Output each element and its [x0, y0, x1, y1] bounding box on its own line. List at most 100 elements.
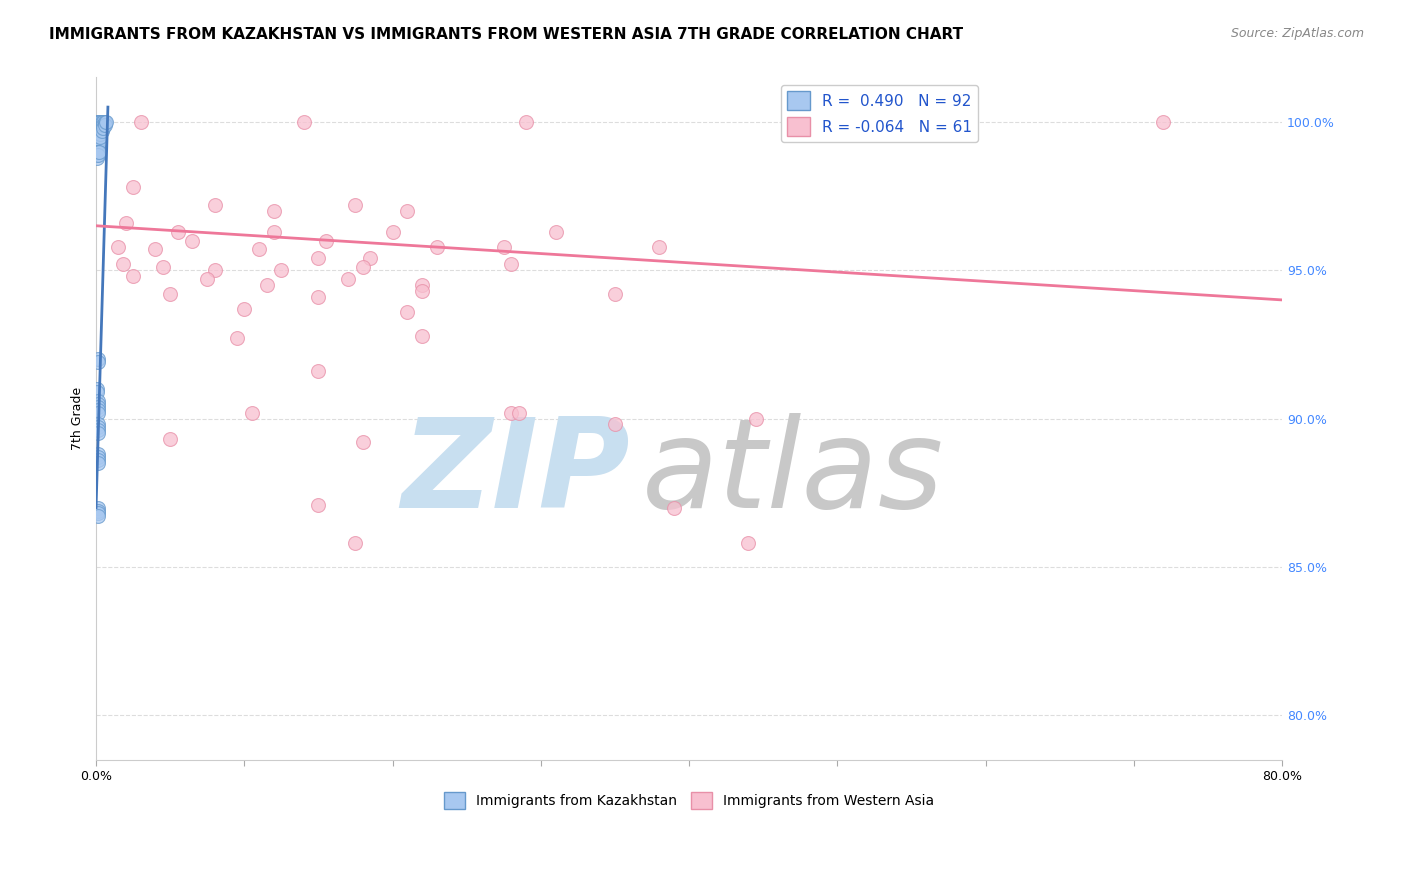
Point	[204, 263, 226, 277]
Point	[86, 402, 108, 417]
Point	[89, 127, 111, 141]
Point	[87, 124, 110, 138]
Point	[87, 118, 110, 132]
Point	[603, 287, 626, 301]
Point	[89, 118, 111, 132]
Point	[93, 115, 115, 129]
Point	[86, 115, 108, 129]
Point	[86, 116, 108, 130]
Point	[86, 136, 108, 150]
Point	[86, 129, 108, 144]
Point	[86, 128, 108, 143]
Point	[270, 263, 292, 277]
Point	[315, 234, 337, 248]
Text: Source: ZipAtlas.com: Source: ZipAtlas.com	[1230, 27, 1364, 40]
Point	[86, 420, 108, 434]
Point	[256, 278, 278, 293]
Text: atlas: atlas	[641, 413, 943, 533]
Point	[233, 301, 256, 316]
Point	[86, 509, 108, 524]
Point	[86, 450, 108, 464]
Point	[87, 145, 110, 159]
Point	[86, 424, 108, 438]
Point	[122, 269, 145, 284]
Point	[86, 456, 108, 470]
Y-axis label: 7th Grade: 7th Grade	[72, 387, 84, 450]
Point	[86, 406, 108, 420]
Point	[337, 272, 360, 286]
Point	[86, 140, 108, 154]
Point	[225, 331, 247, 345]
Point	[86, 453, 108, 467]
Point	[159, 433, 181, 447]
Point	[501, 406, 523, 420]
Point	[86, 125, 108, 139]
Point	[945, 115, 967, 129]
Point	[86, 142, 108, 156]
Point	[86, 133, 108, 147]
Point	[307, 364, 329, 378]
Point	[86, 122, 108, 136]
Point	[86, 382, 108, 396]
Point	[307, 498, 329, 512]
Point	[91, 120, 114, 135]
Point	[86, 142, 108, 156]
Point	[86, 127, 108, 141]
Point	[1152, 115, 1174, 129]
Point	[86, 393, 108, 408]
Text: ZIP: ZIP	[401, 413, 630, 533]
Point	[152, 260, 174, 275]
Point	[87, 127, 110, 141]
Point	[86, 116, 108, 130]
Point	[86, 447, 108, 461]
Point	[96, 115, 118, 129]
Point	[411, 328, 433, 343]
Point	[195, 272, 218, 286]
Point	[426, 239, 449, 253]
Point	[737, 536, 759, 550]
Point	[86, 134, 108, 148]
Point	[515, 115, 537, 129]
Point	[745, 411, 768, 425]
Point	[247, 243, 270, 257]
Point	[87, 120, 110, 135]
Point	[292, 115, 315, 129]
Text: IMMIGRANTS FROM KAZAKHSTAN VS IMMIGRANTS FROM WESTERN ASIA 7TH GRADE CORRELATION: IMMIGRANTS FROM KAZAKHSTAN VS IMMIGRANTS…	[49, 27, 963, 42]
Point	[86, 134, 108, 148]
Point	[86, 115, 108, 129]
Point	[381, 225, 404, 239]
Point	[87, 129, 110, 144]
Point	[89, 115, 111, 129]
Point	[143, 243, 166, 257]
Point	[544, 225, 567, 239]
Point	[166, 225, 188, 239]
Point	[86, 138, 108, 153]
Point	[86, 124, 108, 138]
Point	[86, 143, 108, 157]
Point	[86, 124, 108, 138]
Point	[122, 180, 145, 194]
Point	[86, 137, 108, 152]
Point	[86, 120, 108, 134]
Point	[86, 145, 108, 159]
Point	[86, 136, 108, 150]
Point	[111, 257, 134, 271]
Point	[86, 120, 108, 134]
Point	[86, 120, 108, 135]
Point	[204, 198, 226, 212]
Point	[86, 131, 108, 145]
Point	[114, 216, 136, 230]
Point	[86, 125, 108, 139]
Point	[86, 140, 108, 154]
Point	[86, 120, 108, 135]
Point	[664, 500, 686, 515]
Point	[94, 115, 117, 129]
Point	[86, 507, 108, 521]
Point	[87, 136, 110, 150]
Point	[86, 147, 108, 161]
Point	[352, 435, 374, 450]
Point	[86, 118, 108, 132]
Point	[129, 115, 152, 129]
Point	[86, 426, 108, 441]
Point	[396, 203, 419, 218]
